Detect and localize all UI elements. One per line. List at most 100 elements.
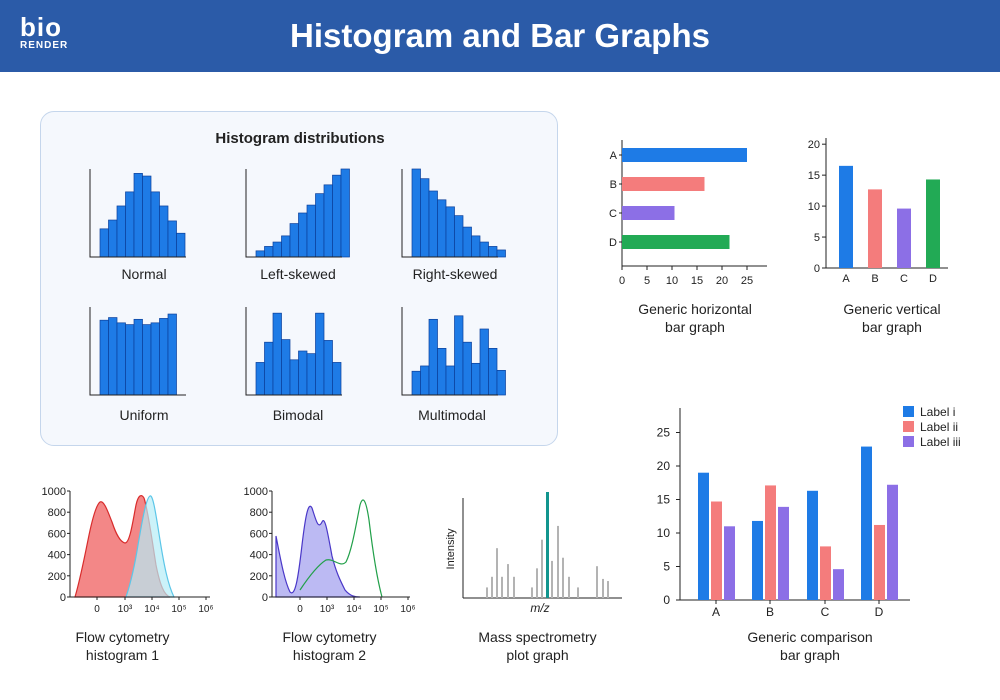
hist-label-uniform: Uniform: [119, 407, 169, 423]
comp-legend-label: Label i: [920, 405, 955, 419]
hbar-x-tick-label: 25: [741, 275, 753, 287]
vertical-bar-chart: 0 5 10 15 20 A B C D: [808, 138, 948, 285]
hist-bar: [264, 341, 274, 396]
flow1-y-tick-label: 0: [60, 592, 66, 604]
hist-bar: [176, 232, 186, 258]
hist-bar: [159, 205, 169, 258]
comp-bar-A-1: [698, 472, 709, 600]
mass-peak: [513, 576, 515, 598]
hist-bar: [332, 174, 342, 258]
vbar-caption-line2: bar graph: [862, 319, 922, 335]
hbar-x-tick-label: 15: [691, 275, 703, 287]
hbar-caption-line2: bar graph: [665, 319, 725, 335]
mass-peak: [562, 557, 564, 598]
hist-axis: [89, 169, 186, 258]
hist-bar: [462, 226, 472, 258]
flow1-y-tick-label: 1000: [42, 486, 66, 498]
comp-y-tick-label: 10: [657, 526, 671, 540]
hist-bar: [323, 184, 333, 258]
flow1-caption-line1: Flow cytometry: [75, 629, 170, 645]
flow1-x-tick-label: 0: [94, 604, 100, 615]
comp-bar-A-3: [724, 526, 735, 600]
vbar-category-label: D: [929, 273, 937, 285]
hbar-x-tick-label: 5: [644, 275, 650, 287]
flow1-plot: [74, 495, 175, 598]
hist-left-skewed: [245, 168, 350, 258]
hist-bar: [272, 241, 282, 258]
flow2-y-tick-label: 600: [250, 528, 268, 540]
flow1-y-tick-label: 400: [48, 550, 66, 562]
hist-bar: [488, 348, 498, 396]
mass-peak: [577, 587, 579, 598]
mass-peak: [507, 564, 509, 598]
vbar-y-tick-label: 0: [814, 263, 820, 275]
vbar-bar-B: [868, 189, 882, 268]
hist-bar: [150, 322, 160, 396]
hist-right-skewed: [401, 168, 506, 258]
hist-bar: [315, 193, 325, 258]
hist-multimodal: [401, 307, 506, 396]
hist-bar: [471, 235, 481, 258]
flow1-x-tick-label: 10⁶: [198, 604, 213, 615]
mass-peak: [568, 576, 570, 598]
hbar-category-label: C: [609, 208, 617, 220]
hist-bar: [428, 190, 438, 258]
hist-bar: [116, 322, 126, 396]
hist-bar: [454, 315, 464, 396]
hist-bar: [306, 353, 316, 396]
vbar-category-label: C: [900, 273, 908, 285]
hist-bar: [142, 324, 152, 396]
hist-label-right-skewed: Right-skewed: [412, 266, 498, 282]
flow2-x-tick-label: 10³: [320, 604, 335, 615]
hist-label-bimodal: Bimodal: [272, 407, 324, 423]
biorender-logo[interactable]: bio RENDER: [20, 14, 80, 58]
hist-label-left-skewed: Left-skewed: [260, 266, 336, 282]
flow-axes: 0 200 400 600 800 1000 0 10³ 10⁴ 10⁵ 10⁶ 0 200 400 600…: [42, 486, 416, 615]
flow1-y-tick-label: 800: [48, 507, 66, 519]
comp-bar-C-2: [820, 546, 831, 600]
flow2-x-tick-label: 0: [297, 604, 303, 615]
mass-peak: [541, 539, 543, 598]
hist-bar: [496, 249, 506, 258]
comp-legend-label: Label ii: [920, 420, 958, 434]
hist-bar: [133, 318, 143, 396]
hist-bar: [108, 219, 118, 258]
mass-peak: [607, 581, 609, 598]
comp-category-label: D: [875, 605, 884, 619]
hist-bar: [340, 168, 350, 258]
hbar-bar-C: [622, 206, 675, 220]
hist-bar: [496, 370, 506, 396]
hist-bar: [289, 223, 299, 258]
hist-bar: [411, 168, 421, 258]
hist-bar: [298, 350, 308, 396]
hist-bar: [167, 220, 177, 258]
hist-bar: [488, 246, 498, 258]
vbar-y-tick-label: 15: [808, 170, 820, 182]
hist-bar: [479, 328, 489, 396]
mass-peak: [491, 576, 493, 598]
hbar-x-tick-label: 20: [716, 275, 728, 287]
vbar-y-tick-label: 5: [814, 232, 820, 244]
vbar-category-label: B: [871, 273, 878, 285]
logo-wordmark: RENDER: [20, 40, 69, 51]
hist-bar: [108, 317, 118, 396]
hist-bar: [428, 318, 438, 396]
flow2-y-tick-label: 400: [250, 550, 268, 562]
comp-y-tick-label: 0: [663, 593, 670, 607]
comp-bar-D-3: [887, 484, 898, 600]
hbar-x-tick-label: 0: [619, 275, 625, 287]
mass-y-label: Intensity: [445, 528, 457, 569]
hist-bar: [116, 205, 126, 258]
hist-bar: [411, 370, 421, 396]
flow2-green-population: [299, 499, 383, 598]
comp-bar-C-3: [833, 569, 844, 600]
comp-bar-B-2: [765, 485, 776, 600]
hist-bar: [420, 365, 430, 396]
hist-bar: [133, 173, 143, 258]
flow2-caption-line2: histogram 2: [292, 647, 367, 663]
hist-bar: [315, 312, 325, 396]
panel-title: Histogram distributions: [215, 130, 385, 147]
flow2-x-tick-label: 10⁶: [400, 604, 415, 615]
histogram-mini-charts: [89, 168, 506, 396]
